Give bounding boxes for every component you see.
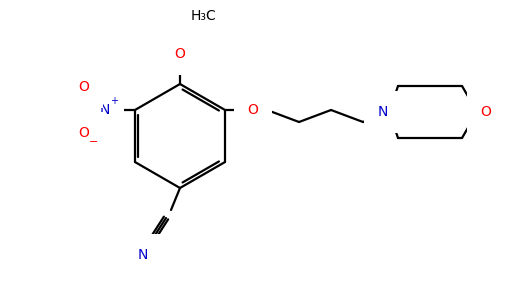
Text: O: O xyxy=(78,126,90,140)
Text: O: O xyxy=(481,105,492,119)
Text: N: N xyxy=(378,105,388,119)
Text: O: O xyxy=(248,103,259,117)
Text: O: O xyxy=(78,80,90,94)
Text: N: N xyxy=(138,248,148,262)
Text: N: N xyxy=(100,103,110,117)
Text: O: O xyxy=(175,47,185,61)
Text: +: + xyxy=(110,96,118,106)
Text: H₃C: H₃C xyxy=(190,9,216,23)
Text: −: − xyxy=(89,137,99,147)
